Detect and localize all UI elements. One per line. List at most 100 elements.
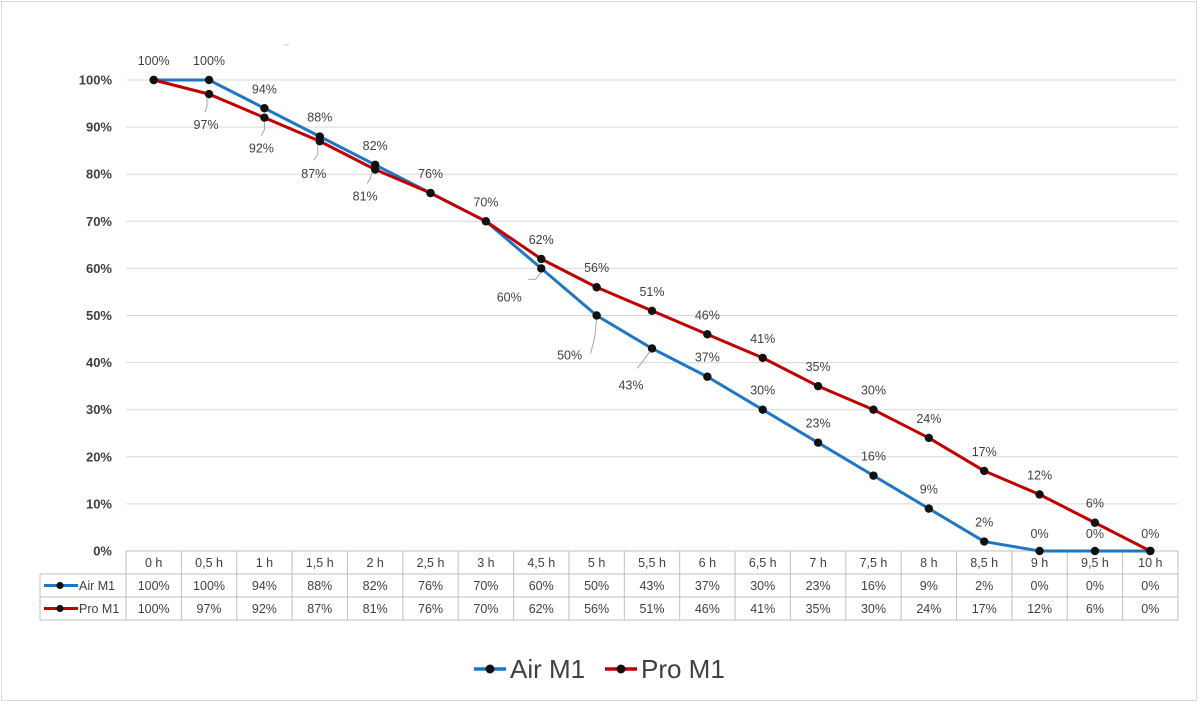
x-category-label: 1 h — [256, 556, 273, 570]
table-value: 60% — [529, 579, 554, 593]
air-m1-data-label: 88% — [307, 111, 332, 125]
table-value: 56% — [584, 602, 609, 616]
air-m1-point — [924, 504, 934, 513]
table-series-name: Pro M1 — [79, 602, 119, 616]
pro-m1-data-label: 62% — [529, 233, 554, 247]
table-value: 2% — [975, 579, 993, 593]
table-value: 76% — [418, 579, 443, 593]
data-label-leader-line — [260, 121, 265, 136]
table-legend-key-marker — [56, 581, 64, 590]
air-m1-point — [980, 537, 989, 546]
table-value: 70% — [473, 579, 498, 593]
pro-m1-point — [260, 113, 269, 122]
pro-m1-data-label: 97% — [194, 118, 219, 132]
x-category-label: 4,5 h — [527, 556, 555, 570]
table-value: 16% — [861, 579, 886, 593]
table-value: 81% — [363, 602, 388, 616]
air-m1-data-label: 0% — [1141, 527, 1159, 541]
x-category-label: 0 h — [145, 556, 162, 570]
table-value: 88% — [307, 579, 332, 593]
air-m1-data-label: 23% — [806, 417, 831, 431]
pro-m1-data-label: 46% — [695, 308, 720, 322]
table-value: 62% — [529, 602, 554, 616]
x-category-label: 9,5 h — [1081, 556, 1109, 570]
pro-m1-point — [481, 217, 491, 226]
table-value: 0% — [1031, 579, 1049, 593]
y-tick-label: 10% — [86, 496, 112, 511]
pro-m1-data-label: 35% — [806, 360, 831, 374]
table-value: 92% — [252, 602, 277, 616]
table-value: 35% — [806, 602, 831, 616]
air-m1-data-label: 0% — [1086, 527, 1104, 541]
y-tick-label: 80% — [86, 167, 112, 182]
air-m1-data-label: 50% — [557, 349, 582, 363]
data-label-leader-line — [590, 319, 598, 354]
air-m1-point — [758, 405, 767, 414]
air-m1-data-label: 100% — [193, 54, 225, 68]
pro-m1-point — [980, 466, 989, 476]
x-category-label: 8 h — [920, 556, 937, 570]
air-m1-data-label: 2% — [975, 516, 993, 530]
air-m1-data-label: 60% — [497, 290, 522, 304]
table-value: 51% — [639, 602, 664, 616]
x-category-label: 9 h — [1031, 556, 1048, 570]
air-m1-data-label: 0% — [1031, 527, 1049, 541]
air-m1-data-label: 94% — [252, 82, 277, 96]
pro-m1-point — [758, 353, 767, 363]
table-value: 30% — [861, 602, 886, 616]
pro-m1-data-label: 92% — [249, 142, 274, 156]
air-m1-data-label: 30% — [750, 384, 775, 398]
x-category-label: 3 h — [477, 556, 494, 570]
table-value: 9% — [920, 579, 938, 593]
x-category-label: 7 h — [809, 556, 826, 570]
data-label-leader-line — [366, 172, 373, 184]
pro-m1-data-label: 41% — [750, 332, 775, 346]
pro-m1-point — [149, 75, 158, 85]
air-m1-point — [813, 438, 823, 447]
pro-m1-point — [647, 306, 657, 315]
table-value: 82% — [363, 579, 388, 593]
table-value: 100% — [138, 579, 170, 593]
table-value: 6% — [1086, 602, 1104, 616]
table-value: 0% — [1141, 579, 1159, 593]
air-m1-data-label: 16% — [861, 450, 886, 464]
x-category-label: 0,5 h — [195, 556, 223, 570]
pro-m1-point — [1090, 518, 1100, 527]
pro-m1-point — [1146, 546, 1155, 556]
pro-m1-data-label: 12% — [1027, 468, 1052, 482]
air-m1-data-label: 43% — [618, 378, 643, 392]
x-category-label: 5,5 h — [638, 556, 666, 570]
pro-m1-data-label: 56% — [584, 261, 609, 275]
pro-m1-point — [703, 330, 712, 339]
data-label-leader-line — [636, 351, 651, 369]
air-m1-point — [537, 264, 546, 273]
table-series-name: Air M1 — [79, 579, 115, 593]
air-m1-point — [869, 471, 878, 480]
data-label-leader-line — [528, 272, 542, 280]
air-m1-point — [1090, 546, 1100, 556]
air-m1-point — [1035, 546, 1044, 556]
table-value: 50% — [584, 579, 609, 593]
pro-m1-point — [537, 254, 546, 264]
legend-label: Air M1 — [510, 654, 585, 684]
pro-m1-point — [813, 381, 823, 391]
table-value: 87% — [307, 602, 332, 616]
table-value: 30% — [750, 579, 775, 593]
table-value: 41% — [750, 602, 775, 616]
table-value: 46% — [695, 602, 720, 616]
table-value: 76% — [418, 602, 443, 616]
air-m1-data-label: 76% — [418, 167, 443, 181]
table-value: 17% — [972, 602, 997, 616]
y-tick-label: 20% — [86, 449, 112, 464]
table-value: 0% — [1141, 602, 1159, 616]
pro-m1-point — [592, 283, 601, 292]
air-m1-data-label: 82% — [363, 139, 388, 153]
table-value: 100% — [193, 579, 225, 593]
pro-m1-data-label: 51% — [639, 285, 664, 299]
air-m1-data-label: 70% — [473, 195, 498, 209]
pro-m1-point — [1035, 490, 1044, 499]
y-tick-label: 90% — [86, 120, 112, 135]
data-label-leader-line — [313, 145, 319, 161]
